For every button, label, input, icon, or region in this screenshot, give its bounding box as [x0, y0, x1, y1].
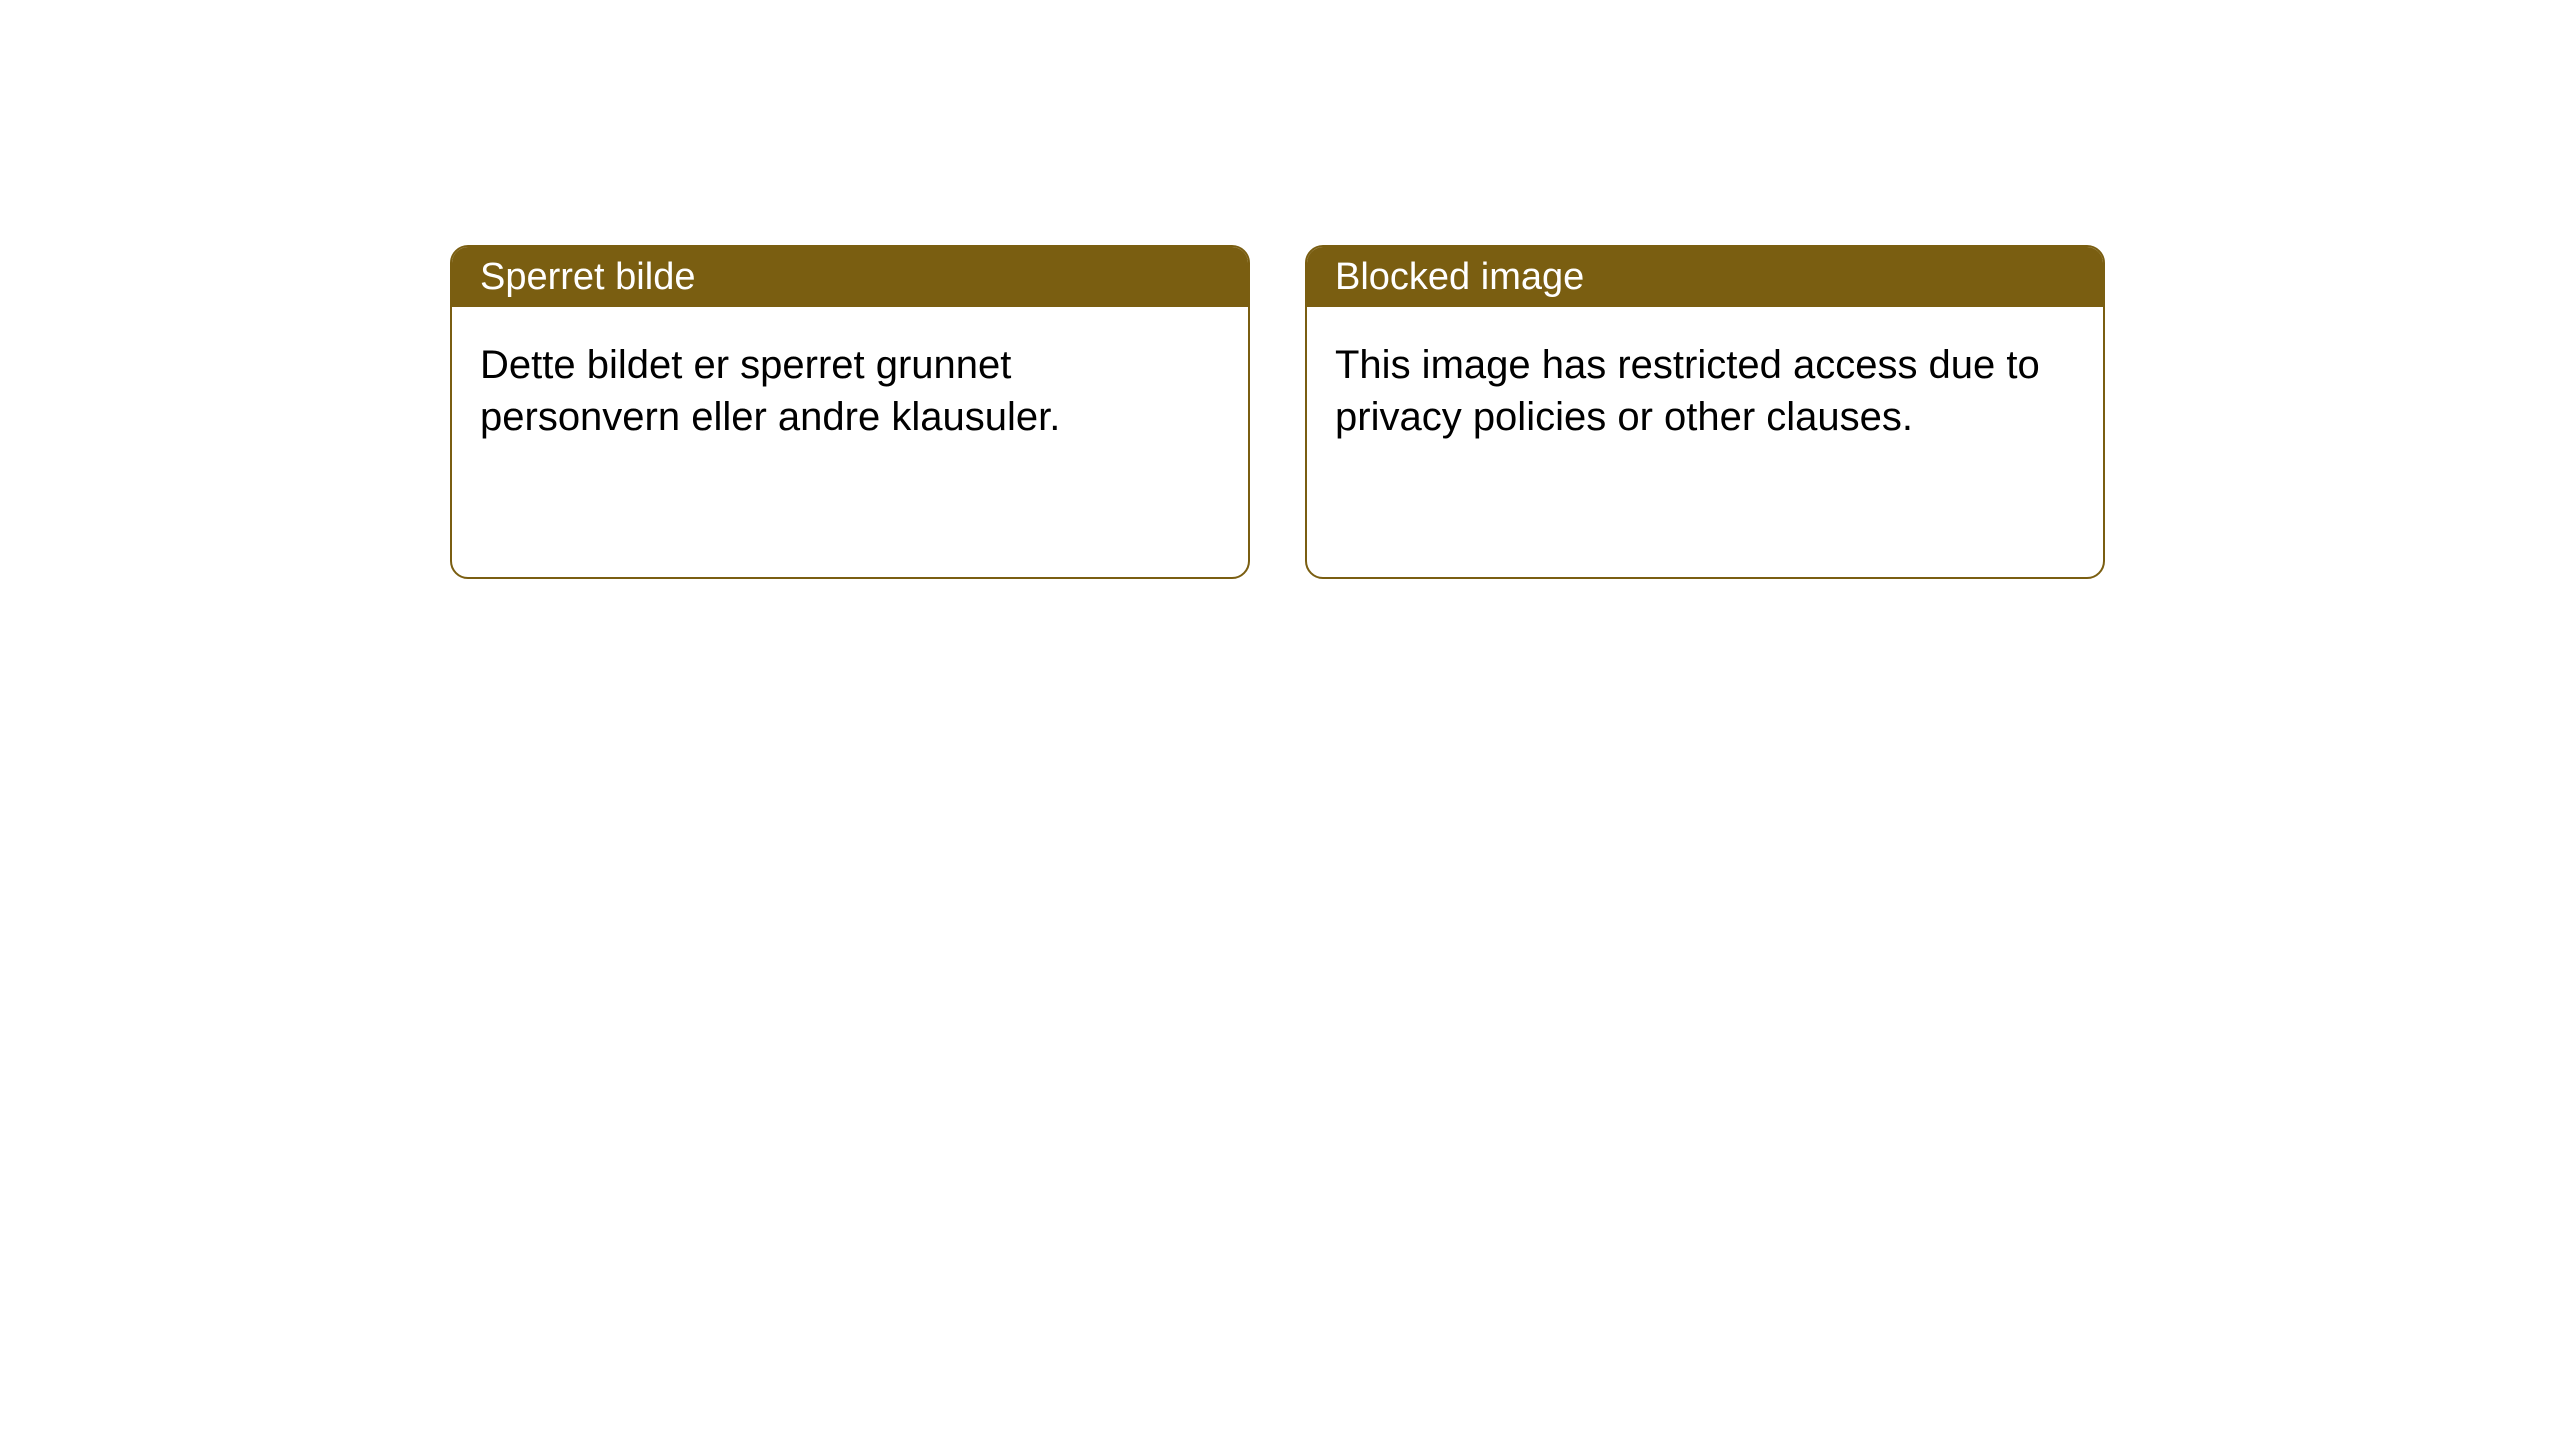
- card-body-english: This image has restricted access due to …: [1307, 307, 2103, 475]
- card-header-norwegian: Sperret bilde: [452, 247, 1248, 307]
- card-header-english: Blocked image: [1307, 247, 2103, 307]
- notice-card-norwegian: Sperret bilde Dette bildet er sperret gr…: [450, 245, 1250, 579]
- header-text: Blocked image: [1335, 256, 1584, 299]
- header-text: Sperret bilde: [480, 256, 695, 299]
- body-text: Dette bildet er sperret grunnet personve…: [480, 343, 1060, 439]
- body-text: This image has restricted access due to …: [1335, 343, 2040, 439]
- card-body-norwegian: Dette bildet er sperret grunnet personve…: [452, 307, 1248, 475]
- notice-cards-container: Sperret bilde Dette bildet er sperret gr…: [450, 245, 2105, 579]
- notice-card-english: Blocked image This image has restricted …: [1305, 245, 2105, 579]
